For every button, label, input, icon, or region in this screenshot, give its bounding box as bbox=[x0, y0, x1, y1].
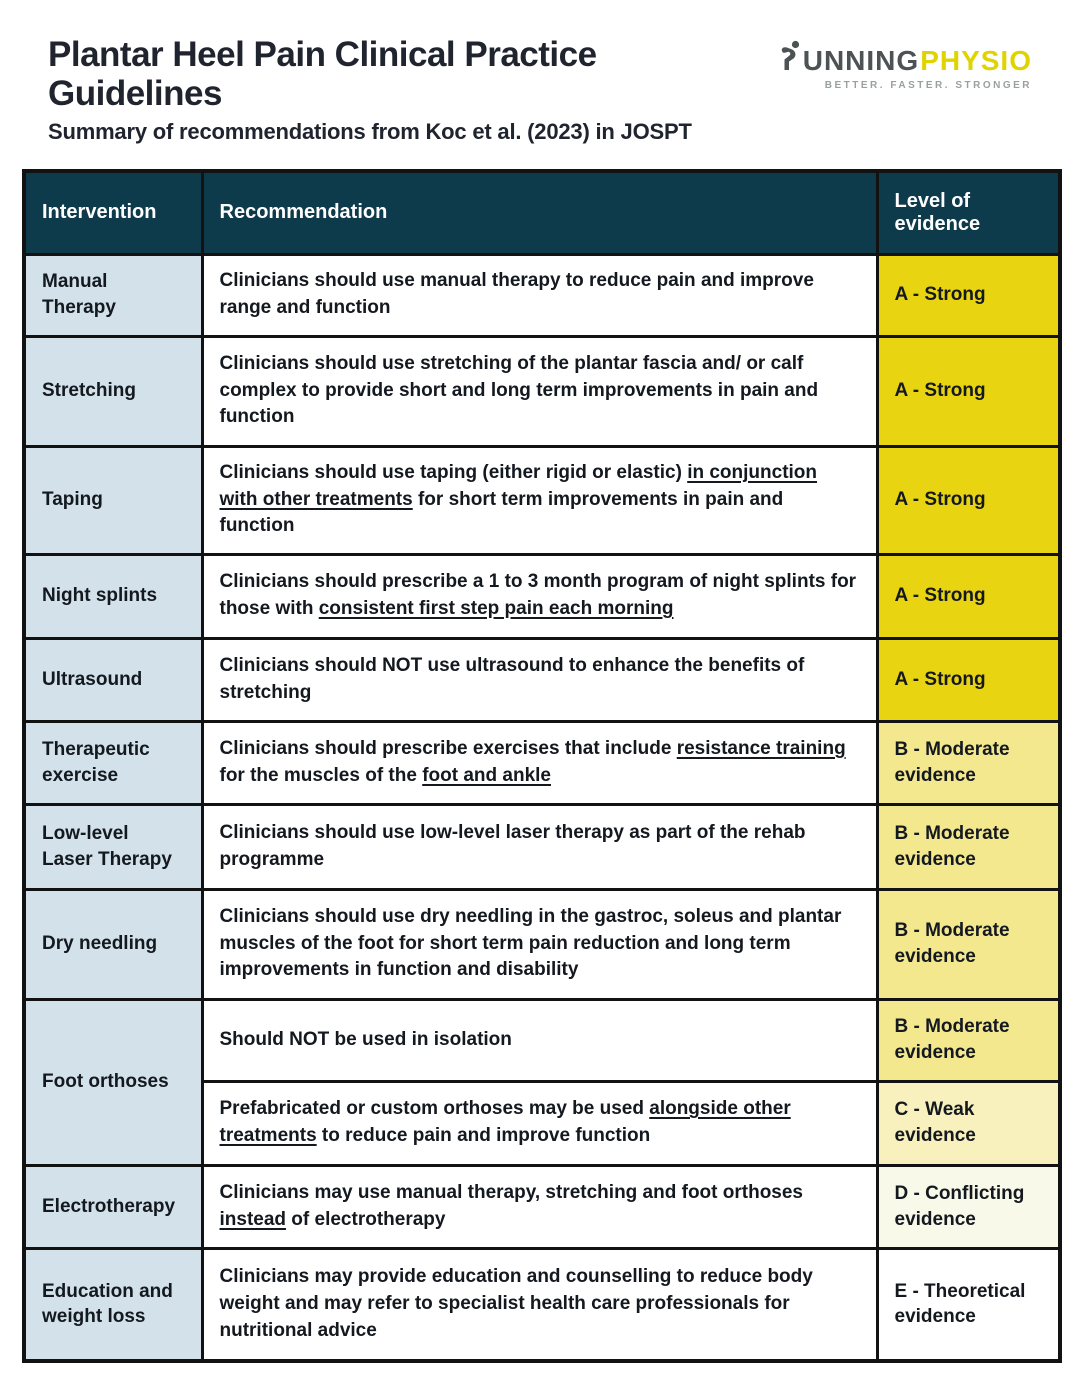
evidence-cell: A - Strong bbox=[875, 334, 1062, 448]
table-row: Education and weight loss Clinicians may … bbox=[22, 1246, 1062, 1363]
intervention-cell: Therapeutic exercise bbox=[22, 719, 204, 806]
intervention-cell: Taping bbox=[22, 444, 204, 556]
table-row: Electrotherapy Clinicians may use manual … bbox=[22, 1163, 1062, 1250]
table-body: Manual Therapy Clinicians should use manu… bbox=[22, 252, 1062, 1363]
recommendation-text: for short term improvements in pain and … bbox=[219, 488, 784, 537]
recommendation-cell: Clinicians should NOT use ultrasound to … bbox=[200, 636, 879, 723]
recommendation-text: Clinicians should use taping (either rig… bbox=[219, 462, 688, 484]
recommendation-cell: Prefabricated or custom orthoses may be … bbox=[200, 1079, 879, 1167]
recommendation-cell: Clinicians should use dry needling in th… bbox=[200, 887, 879, 1001]
recommendation-text: to reduce pain and improve function bbox=[316, 1125, 651, 1146]
table-row: Manual Therapy Clinicians should use manu… bbox=[22, 252, 1062, 338]
intervention-cell: Dry needling bbox=[22, 887, 204, 1001]
recommendation-text: of electrotherapy bbox=[286, 1208, 446, 1230]
recommendation-text: Clinicians should prescribe exercises th… bbox=[219, 737, 677, 759]
table-row: Taping Clinicians should use taping (eith… bbox=[22, 444, 1062, 556]
intervention-cell: Manual Therapy bbox=[22, 252, 204, 338]
intervention-cell: Education and weight loss bbox=[22, 1246, 204, 1363]
recommendation-text: Clinicians should use stretching of the … bbox=[219, 353, 819, 428]
recommendation-text: Clinicians may provide education and cou… bbox=[219, 1266, 813, 1341]
evidence-cell: D - Conflicting evidence bbox=[875, 1163, 1062, 1250]
evidence-cell: A - Strong bbox=[875, 636, 1062, 723]
evidence-cell: A - Strong bbox=[875, 252, 1062, 338]
page-header: Plantar Heel Pain Clinical Practice Guid… bbox=[22, 35, 1058, 145]
table-row: Therapeutic exercise Clinicians should pr… bbox=[22, 719, 1062, 806]
recommendation-underlined-text: in conjunction with other treatments bbox=[219, 462, 818, 510]
recommendation-text: Prefabricated or custom orthoses may be … bbox=[219, 1098, 650, 1120]
table-header: Intervention Recommendation Level of evi… bbox=[22, 169, 1062, 256]
logo-text-physio: PHYSIO bbox=[920, 45, 1032, 76]
intervention-cell: Stretching bbox=[22, 334, 204, 448]
recommendation-underlined-text: alongside other treatments bbox=[219, 1098, 791, 1146]
recommendation-cell: Clinicians should prescribe a 1 to 3 mon… bbox=[200, 552, 879, 640]
intervention-cell: Ultrasound bbox=[22, 636, 204, 723]
logo-wordmark: UNNING PHYSIO bbox=[779, 40, 1032, 77]
col-header-recommendation: Recommendation bbox=[200, 169, 879, 256]
recommendation-underlined-text: foot and ankle bbox=[422, 764, 551, 786]
logo-text-running: UNNING bbox=[802, 45, 920, 76]
runner-icon bbox=[779, 40, 804, 77]
intervention-cell: Night splints bbox=[22, 552, 204, 640]
recommendation-cell: Should NOT be used in isolation bbox=[200, 997, 879, 1083]
evidence-cell: A - Strong bbox=[875, 552, 1062, 640]
runningphysio-logo: UNNING PHYSIO BETTER. FASTER. STRONGER bbox=[779, 36, 1032, 91]
recommendation-cell: Clinicians should use manual therapy to … bbox=[200, 252, 879, 338]
recommendation-cell: Clinicians should use low-level laser th… bbox=[200, 802, 879, 891]
title-block: Plantar Heel Pain Clinical Practice Guid… bbox=[48, 35, 779, 145]
page-subtitle: Summary of recommendations from Koc et a… bbox=[48, 119, 692, 144]
recommendation-cell: Clinicians should use taping (either rig… bbox=[200, 444, 879, 556]
evidence-cell: C - Weak evidence bbox=[875, 1079, 1062, 1167]
recommendation-cell: Clinicians should prescribe exercises th… bbox=[200, 719, 879, 806]
table-header-row: Intervention Recommendation Level of evi… bbox=[22, 169, 1062, 256]
evidence-cell: B - Moderate evidence bbox=[875, 802, 1062, 891]
recommendation-cell: Clinicians may use manual therapy, stret… bbox=[200, 1163, 879, 1250]
recommendation-text: for the muscles of the bbox=[219, 764, 423, 786]
col-header-intervention: Intervention bbox=[22, 169, 204, 256]
recommendation-text: Clinicians should use low-level laser th… bbox=[219, 821, 806, 870]
evidence-cell: E - Theoretical evidence bbox=[875, 1246, 1062, 1363]
recommendation-cell: Clinicians may provide education and cou… bbox=[200, 1246, 879, 1363]
evidence-cell: B - Moderate evidence bbox=[875, 887, 1062, 1001]
recommendation-text: Clinicians should use dry needling in th… bbox=[219, 906, 842, 981]
logo-tagline: BETTER. FASTER. STRONGER bbox=[824, 80, 1032, 91]
recommendation-underlined-text: consistent first step pain each morning bbox=[318, 598, 674, 619]
recommendation-underlined-text: instead bbox=[219, 1208, 287, 1230]
recommendation-text: Should NOT be used in isolation bbox=[219, 1028, 512, 1050]
col-header-evidence: Level of evidence bbox=[875, 169, 1062, 256]
recommendation-cell: Clinicians should use stretching of the … bbox=[200, 334, 879, 448]
evidence-cell: B - Moderate evidence bbox=[875, 997, 1062, 1083]
recommendation-text: Clinicians may use manual therapy, stret… bbox=[219, 1181, 804, 1203]
intervention-cell: Electrotherapy bbox=[22, 1163, 204, 1250]
guidelines-table: Intervention Recommendation Level of evi… bbox=[22, 169, 1062, 1363]
table-row: Stretching Clinicians should use stretchi… bbox=[22, 334, 1062, 448]
recommendation-text: Clinicians should use manual therapy to … bbox=[219, 270, 814, 318]
evidence-cell: A - Strong bbox=[875, 444, 1062, 556]
table-row: Prefabricated or custom orthoses may be … bbox=[24, 1079, 1062, 1167]
intervention-cell: Low-level Laser Therapy bbox=[22, 802, 204, 891]
intervention-cell: Foot orthoses bbox=[22, 997, 204, 1167]
page-title: Plantar Heel Pain Clinical Practice Guid… bbox=[48, 35, 597, 113]
recommendation-text: Clinicians should NOT use ultrasound to … bbox=[219, 654, 805, 703]
table-row: Dry needling Clinicians should use dry ne… bbox=[22, 887, 1062, 1001]
evidence-cell: B - Moderate evidence bbox=[875, 719, 1062, 806]
table-row: Ultrasound Clinicians should NOT use ultr… bbox=[22, 636, 1062, 723]
table-row: Low-level Laser Therapy Clinicians should… bbox=[22, 802, 1062, 891]
table-row: Night splints Clinicians should prescribe… bbox=[22, 552, 1062, 640]
recommendation-underlined-text: resistance training bbox=[676, 737, 846, 759]
table-row: Foot orthoses Should NOT be used in isola… bbox=[22, 997, 1062, 1167]
recommendation-text: Clinicians should prescribe a 1 to 3 mon… bbox=[219, 571, 857, 619]
